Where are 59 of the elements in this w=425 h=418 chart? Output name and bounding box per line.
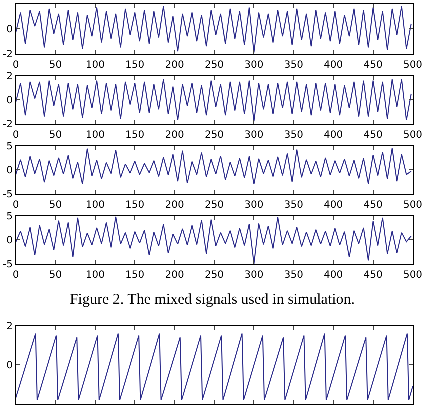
x-tick-label: 150	[126, 60, 145, 71]
y-tick-label: 0	[6, 96, 13, 106]
x-tick-label: 200	[165, 60, 184, 71]
x-tick-label: 200	[165, 270, 184, 281]
y-tick-label: 2	[6, 72, 13, 82]
x-tick-label: 500	[403, 200, 423, 211]
line-series	[16, 148, 412, 185]
x-tick-label: 50	[49, 270, 62, 281]
x-tick-label: 100	[86, 270, 105, 281]
y-tick-label: 0	[6, 166, 13, 176]
x-tick-label: 400	[324, 200, 344, 211]
y-tick-label: 5	[6, 212, 13, 222]
y-tick-label: 0	[6, 236, 13, 246]
x-tick-label: 250	[204, 130, 224, 141]
x-tick-label: 100	[86, 200, 105, 211]
x-tick-label: 350	[284, 270, 304, 281]
x-tick-label: 500	[403, 270, 423, 281]
y-tick-label: -5	[3, 190, 13, 200]
x-tick-label: 100	[86, 130, 105, 141]
x-tick-label: 300	[244, 200, 264, 211]
y-tick-label: -2	[3, 50, 13, 60]
x-tick-label: 500	[403, 130, 423, 141]
x-tick-label: 100	[86, 60, 105, 71]
x-tick-label: 250	[204, 200, 224, 211]
x-tick-label: 150	[126, 130, 145, 141]
y-tick-label: 5	[6, 142, 13, 152]
x-tick-label: 200	[165, 130, 184, 141]
x-tick-label: 500	[403, 60, 423, 71]
y-tick-label: -5	[3, 260, 13, 270]
x-tick-label: 300	[244, 60, 264, 71]
x-tick-label: 200	[165, 200, 184, 211]
line-series	[16, 79, 412, 122]
caption: Figure 2. The mixed signals used in simulation.	[68, 291, 356, 310]
y-tick-label: 2	[6, 322, 13, 332]
y-tick-label: 0	[6, 360, 13, 372]
x-tick-label: 450	[364, 200, 383, 211]
x-tick-label: 450	[364, 60, 383, 71]
x-tick-label: 150	[126, 270, 145, 281]
x-tick-label: 450	[364, 270, 383, 281]
y-tick-label: -2	[3, 120, 13, 130]
x-tick-label: 50	[49, 200, 62, 211]
x-tick-label: 400	[324, 130, 344, 141]
y-tick-label: 0	[6, 24, 13, 36]
x-tick-label: 250	[204, 60, 224, 71]
x-tick-label: 400	[324, 60, 344, 71]
x-tick-label: 450	[364, 130, 383, 141]
line-series	[16, 333, 413, 401]
x-tick-label: 150	[126, 200, 145, 211]
x-tick-label: 400	[324, 270, 344, 281]
x-tick-label: 350	[284, 130, 304, 141]
x-tick-label: 350	[284, 200, 304, 211]
x-tick-label: 350	[284, 60, 304, 71]
x-tick-label: 50	[49, 130, 62, 141]
line-series	[16, 216, 412, 264]
x-tick-label: 50	[49, 60, 62, 71]
x-tick-label: 300	[244, 270, 264, 281]
x-tick-label: 300	[244, 130, 264, 141]
line-series	[16, 6, 412, 54]
x-tick-label: 250	[204, 270, 224, 281]
